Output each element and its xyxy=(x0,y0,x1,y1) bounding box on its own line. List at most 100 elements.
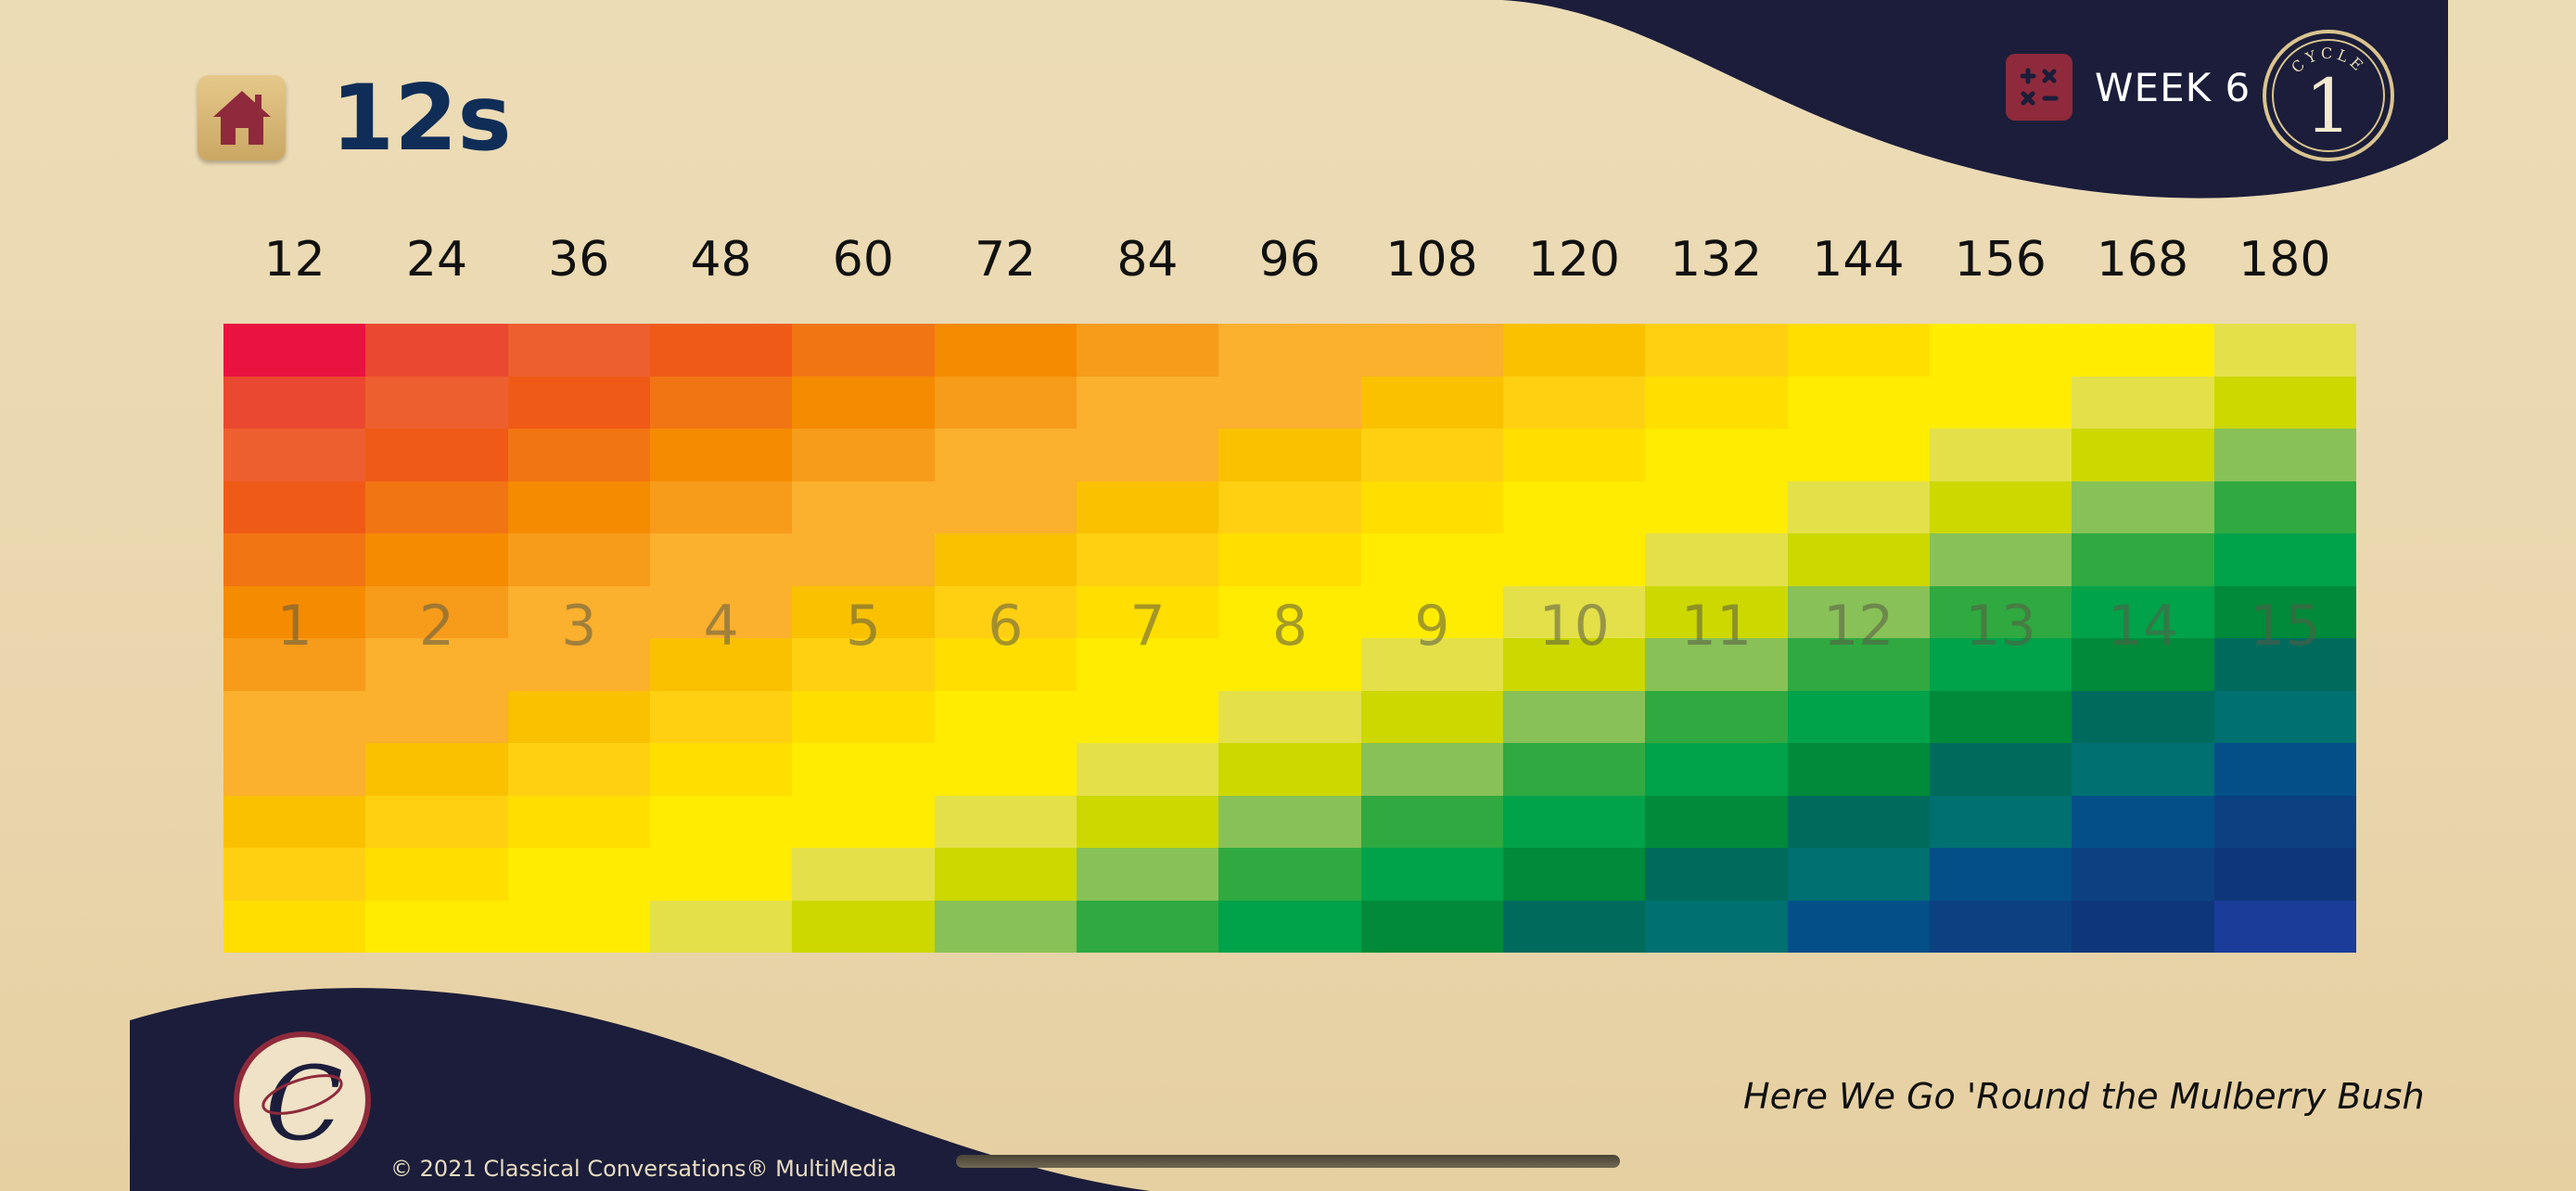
grid-cell xyxy=(1360,900,1503,953)
grid-cell xyxy=(1645,480,1788,533)
grid-cell xyxy=(649,376,793,429)
step-number: 4 xyxy=(703,594,739,659)
grid-cell xyxy=(365,690,508,743)
grid-cell xyxy=(223,585,366,638)
grid-cell xyxy=(1787,376,1930,429)
grid-cell xyxy=(649,900,793,953)
grid-cell xyxy=(2072,533,2214,586)
grid-cell xyxy=(934,743,1077,796)
multiple-label[interactable]: 156 xyxy=(1954,232,2047,288)
grid-cell xyxy=(1645,533,1788,586)
grid-cell xyxy=(1360,848,1503,901)
grid-cell xyxy=(1502,795,1646,848)
grid-cell xyxy=(1502,848,1646,901)
multiple-label[interactable]: 60 xyxy=(832,232,894,288)
grid-cell xyxy=(1076,690,1219,743)
grid-cell xyxy=(1787,743,1930,796)
grid-cell xyxy=(2213,585,2356,638)
multiple-label[interactable]: 180 xyxy=(2238,232,2331,288)
grid-cell xyxy=(507,690,650,743)
song-title: Here We Go 'Round the Mulberry Bush xyxy=(1743,1076,2425,1117)
multiple-label[interactable]: 36 xyxy=(548,232,610,288)
grid-cell xyxy=(1360,585,1503,638)
home-indicator[interactable] xyxy=(956,1155,1620,1168)
grid-cell xyxy=(223,429,366,481)
grid-cell xyxy=(507,480,650,533)
grid-cell xyxy=(1787,324,1930,377)
grid-cell xyxy=(1502,638,1646,691)
grid-cell xyxy=(934,429,1077,481)
grid-cell xyxy=(1076,480,1219,533)
grid-cell xyxy=(1929,743,2072,796)
grid-cell xyxy=(365,743,508,796)
grid-cell xyxy=(1502,900,1646,953)
step-number: 6 xyxy=(988,594,1024,659)
home-icon xyxy=(212,91,271,145)
grid-cell xyxy=(792,585,935,638)
grid-cell xyxy=(1076,900,1219,953)
header-wave xyxy=(1502,0,2448,198)
grid-cell xyxy=(223,795,366,848)
grid-cell xyxy=(1076,795,1219,848)
grid-cell xyxy=(365,480,508,533)
grid-cell xyxy=(1929,429,2072,481)
classical-conversations-logo: C xyxy=(234,1031,371,1169)
grid-cell xyxy=(1360,429,1503,481)
grid-cell xyxy=(2213,690,2356,743)
step-number: 12 xyxy=(1823,594,1894,659)
grid-cell xyxy=(934,324,1077,377)
grid-cell xyxy=(792,429,935,481)
grid-cell xyxy=(1929,690,2072,743)
footer-wave xyxy=(130,988,1150,1191)
step-number: 11 xyxy=(1680,594,1753,659)
multiple-label[interactable]: 132 xyxy=(1669,232,1763,288)
step-number: 8 xyxy=(1271,594,1308,659)
step-number: 7 xyxy=(1129,594,1166,659)
grid-cell xyxy=(1645,795,1788,848)
grid-cell xyxy=(1360,795,1503,848)
multiple-label[interactable]: 48 xyxy=(690,232,752,288)
step-number: 3 xyxy=(561,594,597,659)
grid-cell xyxy=(1218,638,1361,691)
multiple-label[interactable]: 108 xyxy=(1385,232,1478,288)
multiple-label[interactable]: 84 xyxy=(1116,232,1179,288)
step-number: 1 xyxy=(276,594,312,659)
grid-cell xyxy=(2213,429,2356,481)
grid-cell xyxy=(1076,743,1219,796)
grid-cell xyxy=(1502,743,1646,796)
grid-cell xyxy=(1929,848,2072,901)
grid-cell xyxy=(1929,480,2072,533)
home-button[interactable] xyxy=(198,75,286,160)
grid-cell xyxy=(1218,690,1361,743)
grid-cell xyxy=(1360,324,1503,377)
multiple-label[interactable]: 144 xyxy=(1812,232,1905,288)
grid-cell xyxy=(792,533,935,586)
grid-cell xyxy=(934,848,1077,901)
grid-cell xyxy=(1645,585,1788,638)
grid-cell xyxy=(1787,533,1930,586)
grid-cell xyxy=(223,638,366,691)
multiple-label[interactable]: 120 xyxy=(1527,232,1620,288)
grid-cell xyxy=(792,480,935,533)
multiple-label[interactable]: 72 xyxy=(975,232,1037,288)
grid-cell xyxy=(1218,795,1361,848)
multiple-label[interactable]: 12 xyxy=(263,232,325,288)
grid-cell xyxy=(2072,900,2214,953)
multiple-label[interactable]: 168 xyxy=(2096,232,2189,288)
grid-cell xyxy=(365,638,508,691)
grid-cell xyxy=(1502,480,1646,533)
grid-cell xyxy=(1787,638,1930,691)
grid-cell xyxy=(1787,690,1930,743)
grid-cell xyxy=(1645,900,1788,953)
grid-cell xyxy=(1645,376,1788,429)
grid-cell xyxy=(1787,429,1930,481)
grid-cell xyxy=(2213,848,2356,901)
multiple-label[interactable]: 96 xyxy=(1258,232,1320,288)
grid-cell xyxy=(223,480,366,533)
grid-cell xyxy=(934,533,1077,586)
grid-cell xyxy=(1502,585,1646,638)
grid-cell xyxy=(1929,376,2072,429)
grid-cell xyxy=(792,743,935,796)
multiple-label[interactable]: 24 xyxy=(405,232,468,288)
grid-cell xyxy=(2072,376,2214,429)
